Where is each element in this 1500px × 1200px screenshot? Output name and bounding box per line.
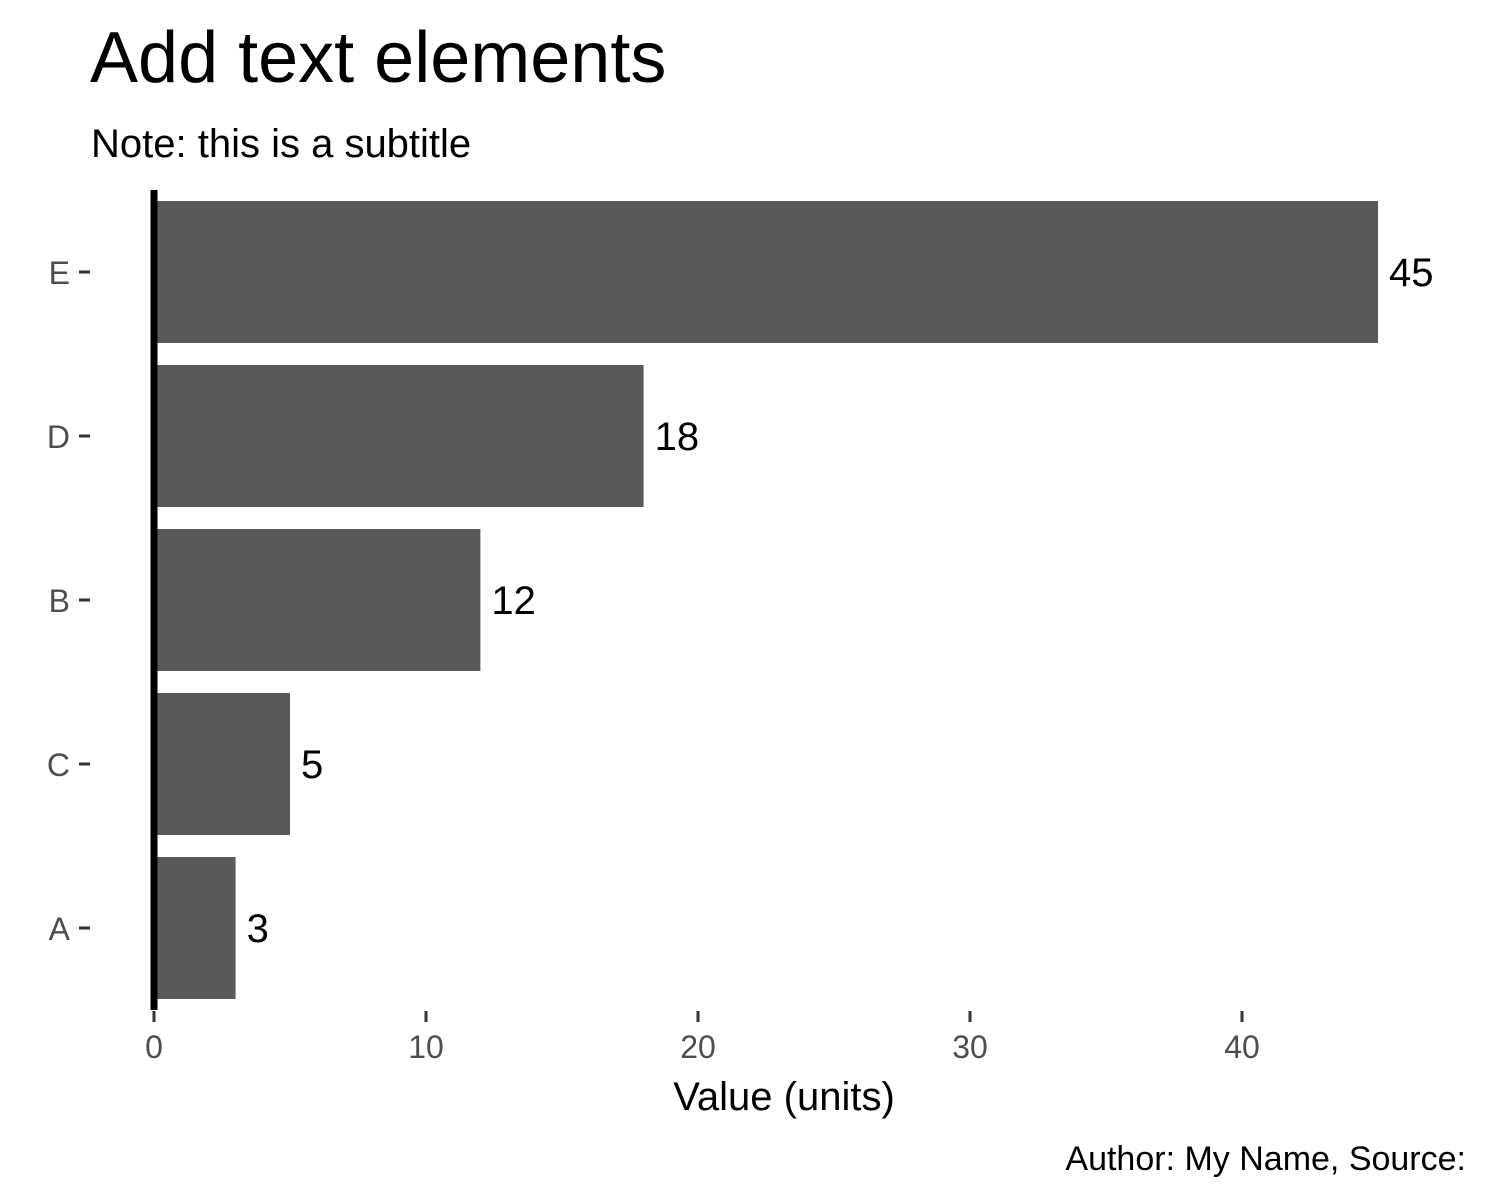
bar-b <box>154 529 481 671</box>
bar-a <box>154 857 236 999</box>
x-tick-label-0: 0 <box>145 1029 163 1065</box>
y-tick-label-e: E <box>49 255 70 291</box>
x-tick-label-20: 20 <box>680 1029 716 1065</box>
bar-value-label-d: 18 <box>655 415 700 459</box>
bar-value-label-c: 5 <box>301 743 323 787</box>
x-axis: 0 10 20 30 40 <box>145 1011 1260 1065</box>
y-tick-label-d: D <box>47 419 70 455</box>
bar-d <box>154 365 644 507</box>
chart-subtitle: Note: this is a subtitle <box>91 122 471 166</box>
x-tick-label-40: 40 <box>1224 1029 1260 1065</box>
bar-e <box>154 201 1378 343</box>
y-tick-label-c: C <box>47 747 70 783</box>
y-tick-label-b: B <box>49 583 70 619</box>
chart-caption: Author: My Name, Source: <box>1065 1140 1466 1178</box>
bar-value-label-b: 12 <box>491 579 536 623</box>
x-tick-label-10: 10 <box>408 1029 444 1065</box>
y-axis: E D B C A <box>47 255 90 947</box>
x-axis-title: Value (units) <box>673 1075 895 1119</box>
chart-title: Add text elements <box>90 18 666 98</box>
x-tick-label-30: 30 <box>952 1029 988 1065</box>
y-tick-label-a: A <box>49 911 71 947</box>
bar-value-label-e: 45 <box>1389 251 1434 295</box>
bars-layer <box>154 201 1378 999</box>
bar-value-label-a: 3 <box>247 907 269 951</box>
bar-c <box>154 693 290 835</box>
bar-labels-layer: 45 18 12 5 3 <box>247 251 1434 951</box>
